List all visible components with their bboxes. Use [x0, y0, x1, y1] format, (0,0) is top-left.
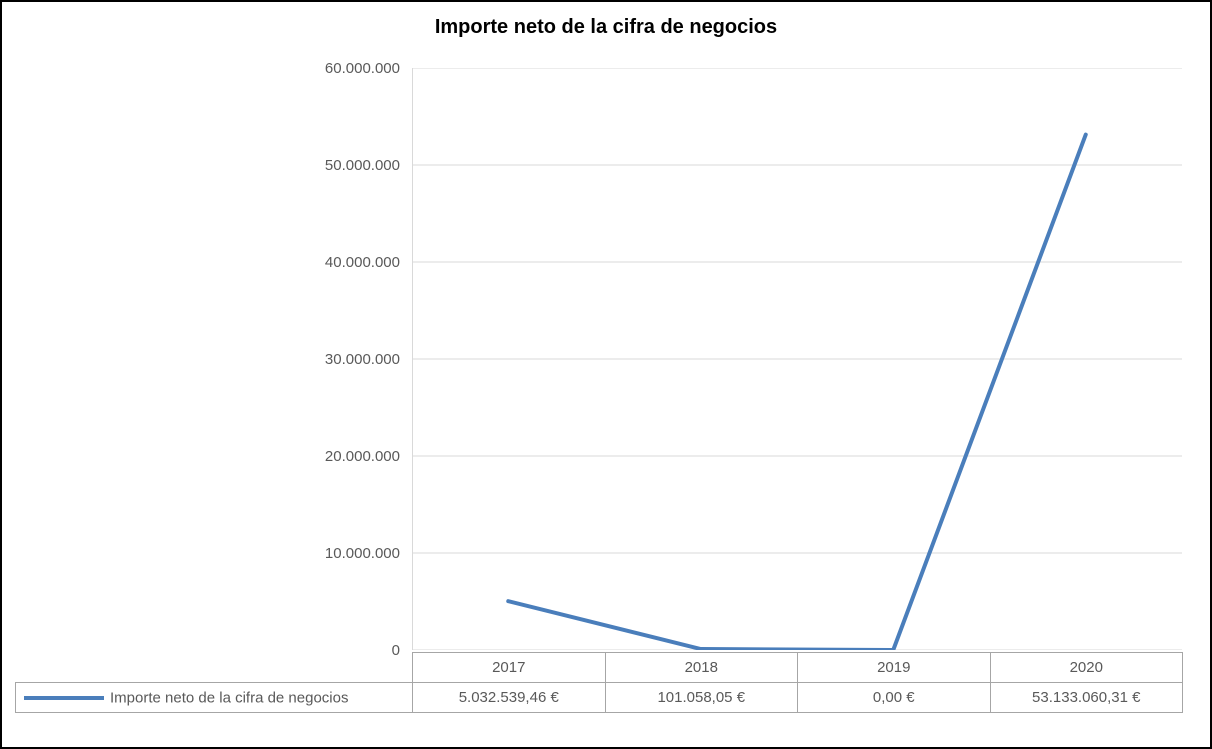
- y-tick-label: 10.000.000: [2, 545, 400, 562]
- category-header: 2019: [798, 653, 991, 683]
- y-tick-label: 40.000.000: [2, 254, 400, 271]
- category-header: 2017: [413, 653, 606, 683]
- legend-line-icon: [24, 696, 104, 700]
- y-tick-label: 30.000.000: [2, 351, 400, 368]
- value-cell: 101.058,05 €: [605, 683, 798, 713]
- value-cell: 0,00 €: [798, 683, 991, 713]
- chart-title: Importe neto de la cifra de negocios: [2, 16, 1210, 39]
- category-header: 2018: [605, 653, 798, 683]
- legend-series-name: Importe neto de la cifra de negocios: [110, 689, 348, 706]
- y-tick-label: 60.000.000: [2, 60, 400, 77]
- legend-data-table: 2017201820192020 Importe neto de la cifra…: [15, 652, 1183, 713]
- category-header: 2020: [990, 653, 1183, 683]
- legend-empty-cell: [16, 653, 413, 683]
- value-cell: 53.133.060,31 €: [990, 683, 1183, 713]
- y-tick-label: 50.000.000: [2, 157, 400, 174]
- legend-series-cell: Importe neto de la cifra de negocios: [16, 683, 413, 713]
- chart-container: Importe neto de la cifra de negocios 010…: [0, 0, 1212, 749]
- y-tick-label: 20.000.000: [2, 448, 400, 465]
- chart-plot-area: [412, 68, 1182, 650]
- value-cell: 5.032.539,46 €: [413, 683, 606, 713]
